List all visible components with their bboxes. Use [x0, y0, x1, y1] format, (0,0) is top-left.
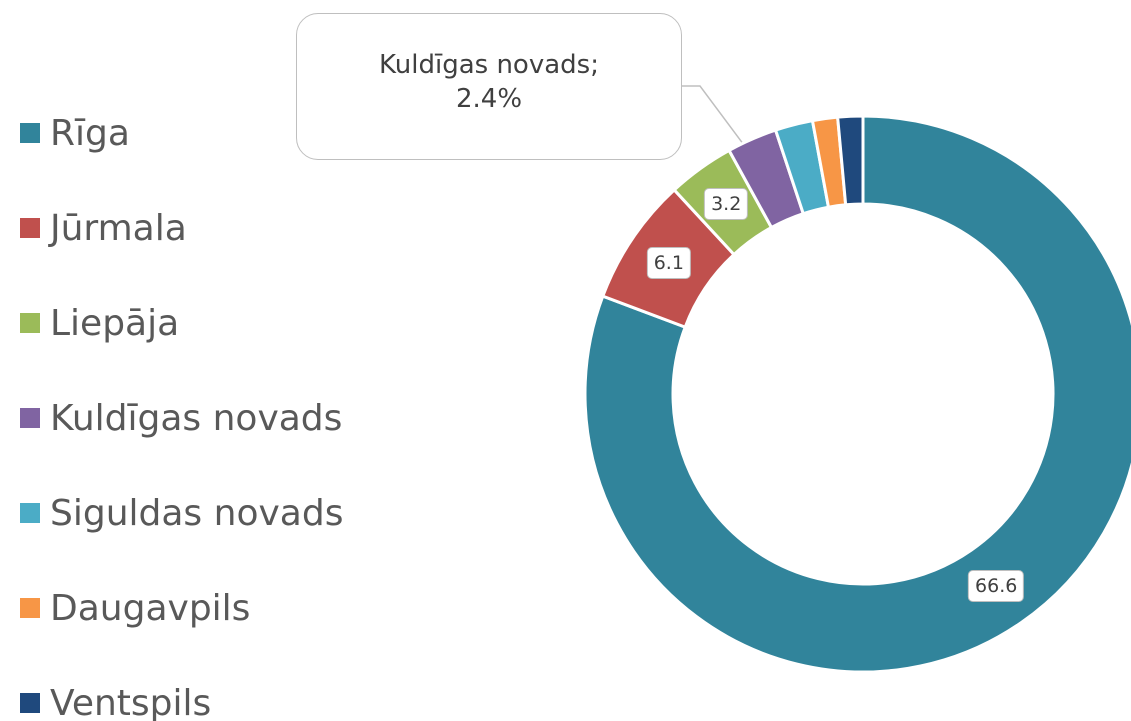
data-label: 3.2 [704, 188, 749, 221]
legend-swatch [20, 313, 40, 333]
legend-label: Rīga [50, 113, 130, 154]
legend-label: Ventspils [50, 683, 211, 721]
legend-label: Kuldīgas novads [50, 398, 342, 439]
legend-swatch [20, 598, 40, 618]
legend-swatch [20, 503, 40, 523]
legend-swatch [20, 123, 40, 143]
legend-label: Daugavpils [50, 588, 250, 629]
legend-label: Siguldas novads [50, 493, 343, 534]
legend-swatch [20, 693, 40, 713]
donut-segment [835, 114, 865, 207]
donut-segment [583, 114, 1131, 674]
legend-label: Jūrmala [48, 208, 187, 249]
legend-swatch [20, 218, 40, 238]
legend-label: Liepāja [50, 303, 179, 344]
data-label: 66.6 [968, 570, 1025, 603]
data-label: 6.1 [646, 247, 691, 280]
legend-swatch [20, 408, 40, 428]
callout-label: Kuldīgas novads; 2.4% [296, 13, 682, 160]
